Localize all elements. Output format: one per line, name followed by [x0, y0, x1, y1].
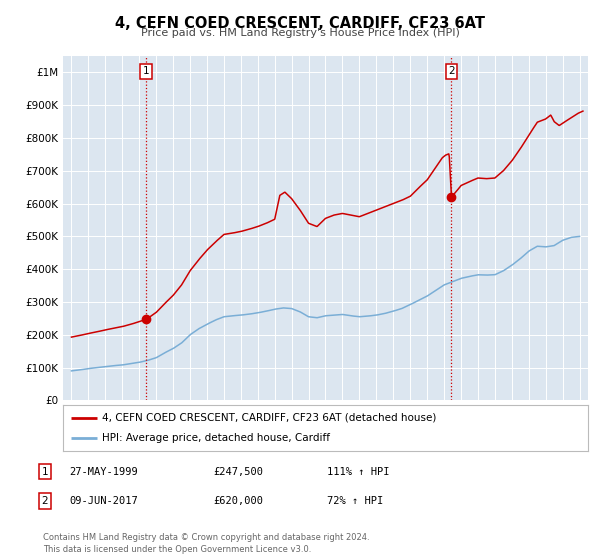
Text: 27-MAY-1999: 27-MAY-1999 — [69, 466, 138, 477]
Text: Contains HM Land Registry data © Crown copyright and database right 2024.
This d: Contains HM Land Registry data © Crown c… — [43, 533, 370, 554]
Text: 1: 1 — [143, 67, 149, 77]
Text: £620,000: £620,000 — [213, 496, 263, 506]
Text: 1: 1 — [41, 466, 49, 477]
Text: HPI: Average price, detached house, Cardiff: HPI: Average price, detached house, Card… — [103, 433, 331, 443]
Text: 09-JUN-2017: 09-JUN-2017 — [69, 496, 138, 506]
Text: 111% ↑ HPI: 111% ↑ HPI — [327, 466, 389, 477]
Text: 2: 2 — [448, 67, 455, 77]
Text: 4, CEFN COED CRESCENT, CARDIFF, CF23 6AT: 4, CEFN COED CRESCENT, CARDIFF, CF23 6AT — [115, 16, 485, 31]
Text: 72% ↑ HPI: 72% ↑ HPI — [327, 496, 383, 506]
Text: 4, CEFN COED CRESCENT, CARDIFF, CF23 6AT (detached house): 4, CEFN COED CRESCENT, CARDIFF, CF23 6AT… — [103, 413, 437, 423]
Text: £247,500: £247,500 — [213, 466, 263, 477]
Text: Price paid vs. HM Land Registry's House Price Index (HPI): Price paid vs. HM Land Registry's House … — [140, 28, 460, 38]
Text: 2: 2 — [41, 496, 49, 506]
